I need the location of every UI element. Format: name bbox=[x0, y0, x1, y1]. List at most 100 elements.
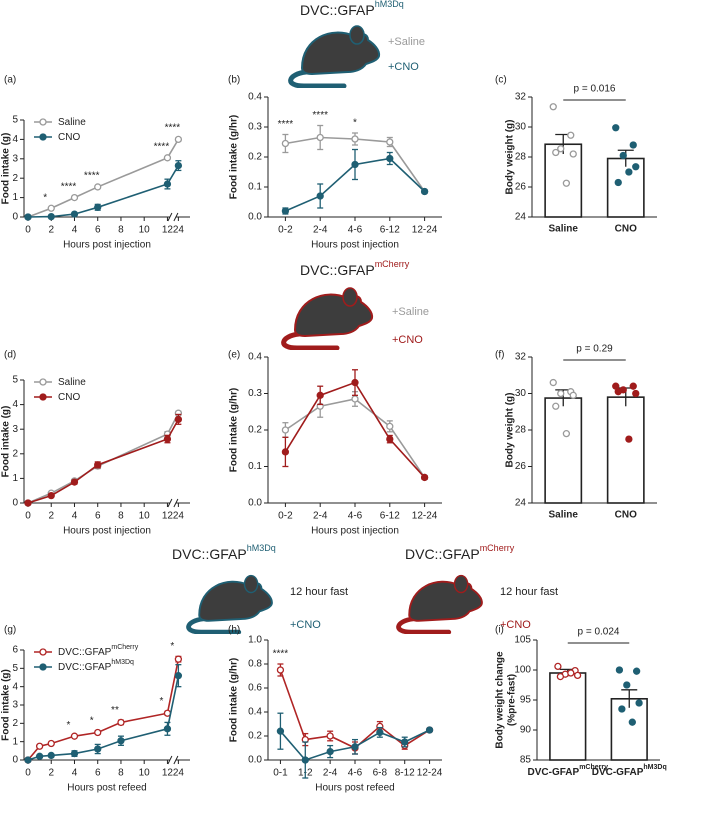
data-point bbox=[569, 150, 577, 158]
y-axis-label: (%pre-fast) bbox=[507, 674, 518, 726]
data-point bbox=[567, 131, 575, 139]
data-point bbox=[24, 499, 32, 507]
y-tick-label: 2 bbox=[12, 173, 18, 184]
header-title-main: DVC::GFAP bbox=[172, 546, 247, 562]
axis-break bbox=[167, 755, 173, 765]
data-point bbox=[614, 388, 622, 396]
data-point bbox=[573, 671, 582, 680]
y-tick-label: 0.1 bbox=[248, 461, 262, 472]
x-tick-label: 2 bbox=[48, 768, 54, 779]
x-tick-label: 0-2 bbox=[278, 511, 293, 522]
y-axis-label: Body weight (g) bbox=[505, 393, 516, 468]
data-point bbox=[276, 727, 285, 735]
panel-label: (c) bbox=[495, 75, 507, 86]
legend-marker bbox=[39, 663, 47, 671]
data-point bbox=[562, 179, 571, 187]
x-tick-label: 4-6 bbox=[348, 768, 363, 779]
x-tick-label: 4 bbox=[72, 225, 78, 236]
series-line bbox=[284, 398, 426, 478]
y-tick-label: 2 bbox=[12, 448, 18, 459]
y-axis-label: Food intake (g) bbox=[1, 406, 12, 478]
data-point bbox=[351, 395, 359, 403]
data-point bbox=[351, 135, 359, 143]
data-point bbox=[163, 435, 172, 443]
header-title-sup: mCherry bbox=[375, 259, 410, 269]
x-tick-label: 2 bbox=[48, 511, 54, 522]
data-point bbox=[276, 666, 285, 674]
label-sup: mCherry bbox=[579, 764, 608, 771]
y-tick-label: 0.3 bbox=[248, 122, 262, 133]
data-point bbox=[94, 183, 102, 191]
x-tick-label: 0 bbox=[25, 768, 31, 779]
y-tick-label: 0.3 bbox=[248, 388, 262, 399]
panel-label: (f) bbox=[495, 350, 504, 361]
x-axis-label: Hours post injection bbox=[311, 526, 399, 537]
y-axis-label: Food intake (g/hr) bbox=[229, 658, 240, 742]
y-tick-label: 5 bbox=[12, 375, 18, 386]
y-tick-label: 0.2 bbox=[248, 152, 262, 163]
bar bbox=[610, 697, 648, 761]
legend-marker bbox=[39, 378, 47, 386]
data-point bbox=[420, 473, 429, 482]
data-point bbox=[24, 213, 32, 221]
data-point bbox=[47, 212, 55, 221]
axis-break-gap bbox=[169, 499, 176, 507]
y-tick-label: 1 bbox=[12, 473, 18, 484]
data-point bbox=[70, 193, 79, 202]
y-tick-label: 0.4 bbox=[248, 92, 262, 103]
label-sup: mCherry bbox=[111, 644, 138, 651]
panel-label: (h) bbox=[228, 625, 240, 636]
data-point bbox=[35, 742, 44, 750]
data-point bbox=[557, 389, 565, 398]
data-point bbox=[316, 133, 324, 142]
x-tick-label: 8 bbox=[118, 511, 124, 522]
x-tick-label: 0 bbox=[25, 225, 31, 236]
data-point bbox=[47, 751, 55, 760]
x-tick-label: 0-1 bbox=[273, 768, 288, 779]
y-tick-label: 105 bbox=[514, 635, 531, 646]
data-point bbox=[94, 728, 102, 737]
y-tick-label: 85 bbox=[520, 755, 532, 766]
x-tick-label: 24 bbox=[173, 768, 185, 779]
header-title-sup: hM3Dq bbox=[375, 0, 404, 9]
data-point bbox=[70, 732, 79, 740]
significance-stars: * bbox=[170, 641, 174, 652]
data-point bbox=[47, 204, 55, 212]
bar bbox=[544, 397, 583, 504]
header-title-main: DVC::GFAP bbox=[405, 546, 480, 562]
significance-stars: * bbox=[159, 696, 163, 707]
y-tick-label: 0.1 bbox=[248, 182, 262, 193]
data-point bbox=[326, 732, 334, 740]
y-tick-label: 0.2 bbox=[248, 731, 262, 742]
data-point bbox=[386, 154, 394, 163]
label-main: DVC-GFAP bbox=[592, 767, 644, 778]
data-point bbox=[615, 666, 624, 674]
mouse-icon bbox=[284, 288, 372, 348]
y-tick-label: 30 bbox=[515, 388, 527, 399]
y-tick-label: 4 bbox=[12, 134, 18, 145]
significance-stars: **** bbox=[84, 171, 100, 182]
header-title-main: DVC::GFAP bbox=[300, 262, 375, 278]
x-tick-label: 12-24 bbox=[412, 225, 438, 236]
y-tick-label: 100 bbox=[514, 665, 531, 676]
y-tick-label: 0.8 bbox=[248, 659, 262, 670]
label-sup: hM3Dq bbox=[111, 659, 134, 666]
header-line: +Saline bbox=[388, 36, 425, 48]
legend-marker bbox=[39, 118, 47, 126]
data-point bbox=[174, 161, 183, 170]
header-line: +Saline bbox=[392, 306, 429, 318]
data-point bbox=[174, 135, 183, 144]
axis-break bbox=[173, 755, 179, 765]
x-tick-label: 8 bbox=[118, 225, 124, 236]
x-tick-label: Saline bbox=[549, 224, 579, 235]
y-tick-label: 3 bbox=[12, 153, 18, 164]
x-tick-label: 10 bbox=[139, 511, 151, 522]
legend-marker bbox=[39, 393, 47, 401]
x-tick-label: 12-24 bbox=[412, 511, 438, 522]
header-line: +CNO bbox=[388, 61, 419, 73]
x-tick-label: 12 bbox=[162, 511, 174, 522]
header-title-main: DVC::GFAP bbox=[300, 2, 375, 18]
header-line: +CNO bbox=[500, 619, 531, 631]
x-tick-label: 10 bbox=[139, 768, 151, 779]
x-tick-label: 0 bbox=[25, 511, 31, 522]
